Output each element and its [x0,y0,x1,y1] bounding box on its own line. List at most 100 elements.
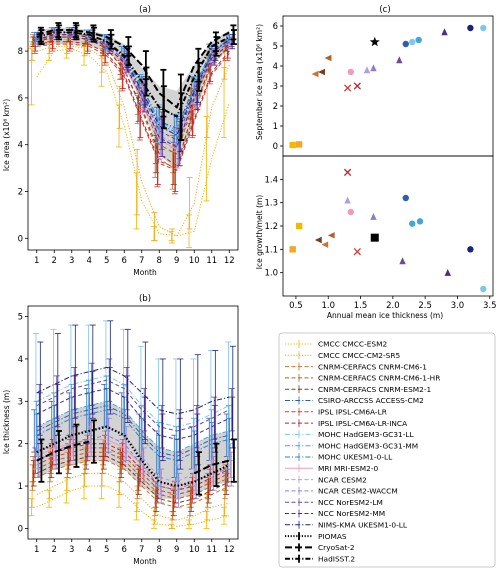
y-tick-label: 4 [273,62,278,72]
y-tick-label: 1.0 [264,269,278,279]
axes-frame [282,15,494,157]
legend-entry: MOHC UKESM1-0-LL [285,453,393,462]
legend-label: NCAR CESM2 [318,475,367,484]
scatter-point [370,212,377,220]
scatter-point [347,68,355,76]
legend-label: CNRM-CERFACS CNRM-CM6-1 [318,362,427,371]
x-tick-label: 10 [189,256,200,266]
series-line [36,48,230,237]
y-tick-label: 4 [18,141,23,151]
scatter-point [344,196,351,204]
legend-entry: CryoSat-2 [285,543,355,552]
scatter-point [399,257,406,265]
legend-entry: CNRM-CERFACS CNRM-ESM2-1 [285,385,432,394]
scatter-point [369,36,380,47]
legend-entry: NCAR CESM2 [285,475,367,484]
legend-label: CMCC CMCC-CM2-SR5 [318,351,400,360]
legend-label: CryoSat-2 [318,543,355,552]
x-tick-label: 8 [157,256,162,266]
y-tick-label: 2 [18,440,23,450]
axes-frame [27,15,239,251]
x-tick-label: 3 [69,256,74,266]
legend-entry: MRI MRI-ESM2-0 [285,464,379,473]
spread-band [36,401,230,499]
legend-entry: HadISST.2 [285,554,355,563]
scatter-point [327,232,335,239]
y-tick-label: 2 [18,188,23,198]
x-tick-label: 2.0 [386,301,400,311]
panel-b-xlabel: Month [133,557,157,566]
legend-entry: NCC NorESM2-MM [285,509,385,518]
panel-a-xlabel: Month [133,268,157,277]
legend-label: MRI MRI-ESM2-0 [318,464,379,473]
x-tick-label: 4 [87,545,92,555]
panel-a-title: (a) [139,5,151,15]
panel-c-title: (c) [379,5,390,15]
x-tick-label: 7 [139,545,144,555]
legend-entry: IPSL IPSL-CM6A-LR-INCA [285,419,407,428]
x-tick-label: 0.5 [289,301,303,311]
scatter-point [324,54,332,62]
legend-entry: MOHC HadGEM3-GC31-MM [285,441,418,450]
scatter-point [409,220,416,227]
series-line [36,31,230,118]
scatter-point [467,246,474,253]
x-tick-label: 5 [104,256,109,266]
x-tick-label: 9 [174,256,179,266]
y-tick-label: 1.2 [264,222,278,232]
y-tick-label: 6 [18,94,23,104]
x-tick-label: 6 [122,545,127,555]
axes-frame [282,155,494,297]
scatter-point [321,241,329,248]
series-line [36,443,230,491]
scatter-point-stroke [353,82,361,90]
scatter-point [318,68,325,76]
x-tick-label: 6 [122,256,127,266]
x-tick-label: 2 [52,545,57,555]
scatter-point-stroke [343,84,352,92]
series-line [36,43,230,172]
y-tick-label: 8 [18,47,23,57]
series-line [36,41,230,169]
scatter-point [467,24,474,32]
y-tick-label: 6 [273,22,278,32]
scatter-point [295,222,303,230]
y-tick-label: 2 [273,102,278,112]
x-tick-label: 1.0 [321,301,335,311]
legend-entry: MOHC HadGEM3-GC31-LL [285,430,415,439]
legend-entry: CNRM-CERFACS CNRM-CM6-1 [285,362,427,371]
panel-c-top-ylabel: September ice area (x10⁶ km²) [255,24,264,140]
legend-label: CNRM-CERFACS CNRM-ESM2-1 [318,385,432,394]
scatter-point [402,194,409,202]
x-tick-label: 3.0 [451,301,465,311]
x-tick-label: 11 [206,256,217,266]
scatter-point [314,236,322,244]
legend-entry: NCC NorESM2-LM [285,498,383,507]
legend-label: CMCC CMCC-ESM2 [318,340,387,349]
scatter-point [480,285,487,293]
y-tick-label: 5 [273,42,278,52]
panel-c-bottom-plot-area: 1.0 1.1 1.2 1.3 1.4 0.5 1.0 1.5 2.0 2.5 3.0 3.5 [264,155,497,311]
panel-b-ylabel: Ice thickness (m) [2,390,11,454]
series-line [36,366,230,415]
y-tick-label: 3 [18,397,23,407]
scatter-point [295,141,303,148]
x-tick-label: 7 [139,256,144,266]
panel-c-xlabel: Annual mean ice thickness (m) [327,311,443,320]
legend-label: NCAR CESM2-WACCM [318,487,398,496]
scatter-point-stroke [343,168,352,176]
legend-label: PIOMAS [318,532,347,541]
scatter-point [370,64,377,72]
scatter-point [289,246,296,253]
scatter-point [343,168,352,176]
axes-frame [27,305,239,540]
legend-label: NIMS-KMA UKESM1-0-LL [318,521,408,530]
legend-label: NCC NorESM2-MM [318,509,385,518]
x-tick-label: 1.5 [354,301,368,311]
scatter-point [441,28,448,36]
y-tick-label: 1.1 [264,245,278,255]
series-line [36,425,230,488]
